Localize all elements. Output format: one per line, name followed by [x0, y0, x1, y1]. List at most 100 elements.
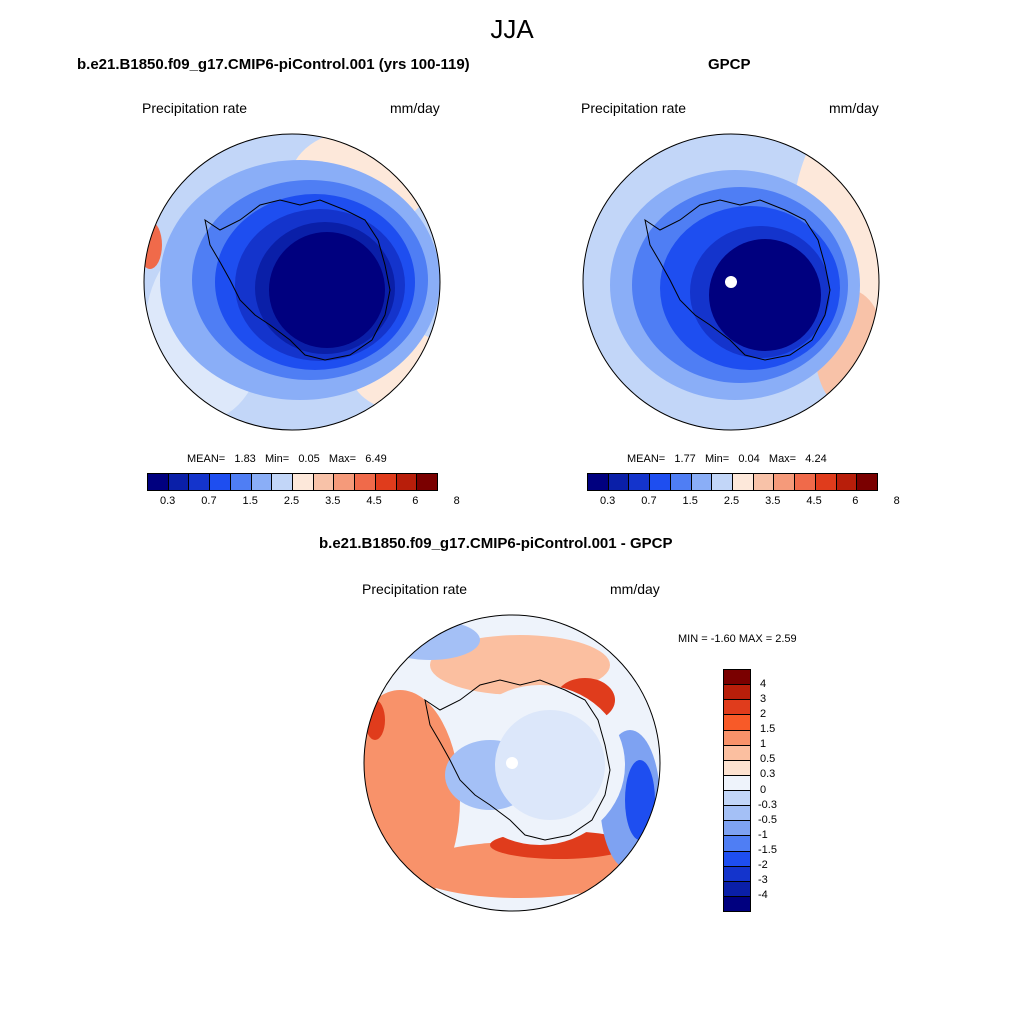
- panel3-colorbar-tick-label: 0.5: [760, 753, 776, 766]
- panel2-colorbar-swatch: [774, 474, 796, 490]
- panel2-colorbar-swatch: [795, 474, 816, 490]
- panel3-colorbar-tick-label: 0.3: [760, 768, 776, 781]
- panel1-colorbar-swatch: [189, 474, 211, 490]
- panel3-colorbar-ticks: 4 3 2 1.5 1 0.5 0.3 0 -0.3 -0.5 -1 -1.5 -2 -3 -4: [758, 669, 798, 910]
- panel3-colorbar-swatch: [724, 730, 750, 746]
- panel3-colorbar-swatch: [724, 881, 750, 897]
- panel2-colorbar-tick-label: 6: [852, 495, 859, 507]
- panel3-colorbar-swatch: [724, 760, 750, 776]
- panel2-colorbar-swatch: [670, 474, 692, 490]
- panel1-colorbar-tick-label: 3.5: [325, 495, 341, 507]
- panel1-colorbar-swatch: [210, 474, 231, 490]
- panel2-title: GPCP: [708, 56, 751, 73]
- panel3-colorbar-swatch: [724, 806, 750, 822]
- panel3-colorbar-swatch: [724, 775, 750, 791]
- panel1-coastline: [204, 199, 391, 361]
- panel1-colorbar-swatch: [293, 474, 314, 490]
- panel1-colorbar-swatch: [375, 474, 397, 490]
- panel3-colorbar-tick-label: -0.5: [758, 813, 777, 826]
- panel1-colorbar-tick-label: 1.5: [242, 495, 258, 507]
- panel3-colorbar-tick-label: -2: [758, 858, 768, 871]
- panel1-stats: MEAN= 1.83 Min= 0.05 Max= 6.49: [187, 453, 387, 465]
- panel2-max-value: 4.24: [805, 453, 827, 465]
- figure-title: JJA: [490, 14, 534, 44]
- panel1-colorbar-tick-label: 0.7: [201, 495, 217, 507]
- panel3-colorbar-swatch: [724, 896, 750, 911]
- panel1-colorbar-tick-label: 4.5: [366, 495, 382, 507]
- panel2-colorbar-tick-label: 0.7: [641, 495, 657, 507]
- panel1-colorbar-tick-label: 2.5: [283, 495, 300, 507]
- panel3-map: [364, 615, 660, 911]
- panel2-colorbar-tick-label: 8: [893, 495, 900, 507]
- panel3-colorbar-tick-label: -1: [758, 828, 768, 841]
- panel3-variable-label: Precipitation rate: [362, 581, 468, 597]
- panel3-colorbar-tick-label: 1: [760, 738, 767, 751]
- panel2-colorbar-swatch: [712, 474, 734, 490]
- panel3-colorbar-swatch: [724, 836, 750, 852]
- panel1-map-border: [143, 133, 441, 431]
- panel3-colorbar-tick-label: -1.5: [758, 843, 777, 856]
- panel2-colorbar-swatch: [753, 474, 775, 490]
- panel1-max-value: 6.49: [365, 453, 387, 465]
- panel2-colorbar-swatch: [588, 474, 609, 490]
- panel3-pole-hole: [506, 757, 518, 769]
- panel2-colorbar: [587, 473, 878, 491]
- panel2-variable-label: Precipitation rate: [581, 100, 687, 116]
- panel3-colorbar-tick-label: 2: [760, 708, 767, 721]
- panel1-colorbar-swatch: [168, 474, 190, 490]
- panel3-colorbar-tick-label: 3: [760, 693, 767, 706]
- panel3-colorbar-tick-label: -0.3: [758, 798, 777, 811]
- panel2-colorbar-swatch: [650, 474, 671, 490]
- panel3-colorbar-tick-label: -3: [758, 873, 768, 886]
- panel2-coastline: [644, 199, 831, 361]
- panel2-colorbar-tick-label: 3.5: [765, 495, 781, 507]
- panel3-title: b.e21.B1850.f09_g17.CMIP6-piControl.001 …: [319, 535, 673, 552]
- panel2-mean-value: 1.77: [674, 453, 696, 465]
- panel3-colorbar-swatch: [724, 715, 750, 731]
- panel3-colorbar-swatch: [724, 745, 750, 761]
- panel1-colorbar-swatch: [334, 474, 356, 490]
- panel1-colorbar-swatch: [313, 474, 335, 490]
- panel3-units-label: mm/day: [610, 581, 660, 597]
- panel1-min-value: 0.05: [298, 453, 320, 465]
- panel1-colorbar-swatch: [272, 474, 294, 490]
- panel2-colorbar-swatch: [836, 474, 858, 490]
- panel2-colorbar-swatch: [629, 474, 651, 490]
- panel3-colorbar-tick-label: 0: [760, 783, 767, 796]
- panel2-colorbar-tick-label: 4.5: [806, 495, 822, 507]
- panel2-max-label: Max=: [768, 453, 797, 465]
- panel3-colorbar-swatch: [724, 851, 750, 867]
- panel2-mean-label: MEAN=: [627, 453, 666, 465]
- panel2-colorbar-swatch: [608, 474, 630, 490]
- panel1-colorbar-swatch: [230, 474, 252, 490]
- panel1-colorbar-swatch: [148, 474, 169, 490]
- panel1-max-label: Max=: [328, 453, 357, 465]
- panel3-map-border: [363, 614, 661, 912]
- panel1-colorbar-tick-label: 8: [453, 495, 460, 507]
- panel3-colorbar: [723, 669, 751, 912]
- panel3-colorbar-tick-label: -4: [758, 888, 768, 901]
- panel1-colorbar-tick-label: 6: [412, 495, 419, 507]
- panel2-colorbar-ticks: 0.3 0.7 1.5 2.5 3.5 4.5 6 8: [587, 495, 900, 509]
- panel1-colorbar-swatch: [396, 474, 418, 490]
- panel3-colorbar-swatch: [724, 670, 750, 686]
- panel3-colorbar-swatch: [724, 700, 750, 716]
- panel1-mean-value: 1.83: [234, 453, 256, 465]
- panel1-variable-label: Precipitation rate: [142, 100, 248, 116]
- panel3-colorbar-swatch: [724, 866, 750, 882]
- panel1-colorbar-swatch: [355, 474, 376, 490]
- panel1-units-label: mm/day: [390, 100, 440, 116]
- panel1-colorbar-swatch: [251, 474, 273, 490]
- panel1-colorbar: [147, 473, 438, 491]
- panel2-map-border: [582, 133, 880, 431]
- panel1-map: [144, 134, 440, 430]
- panel3-coastline: [424, 679, 611, 841]
- panel1-colorbar-swatch: [417, 474, 438, 490]
- panel3-colorbar-tick-label: 1.5: [760, 723, 776, 736]
- panel1-colorbar-tick-label: 0.3: [159, 495, 176, 507]
- panel3-colorbar-tick-label: 4: [760, 678, 767, 691]
- panel2-pole-hole: [725, 276, 737, 288]
- panel3-colorbar-swatch: [724, 685, 750, 701]
- panel1-min-label: Min=: [264, 453, 290, 465]
